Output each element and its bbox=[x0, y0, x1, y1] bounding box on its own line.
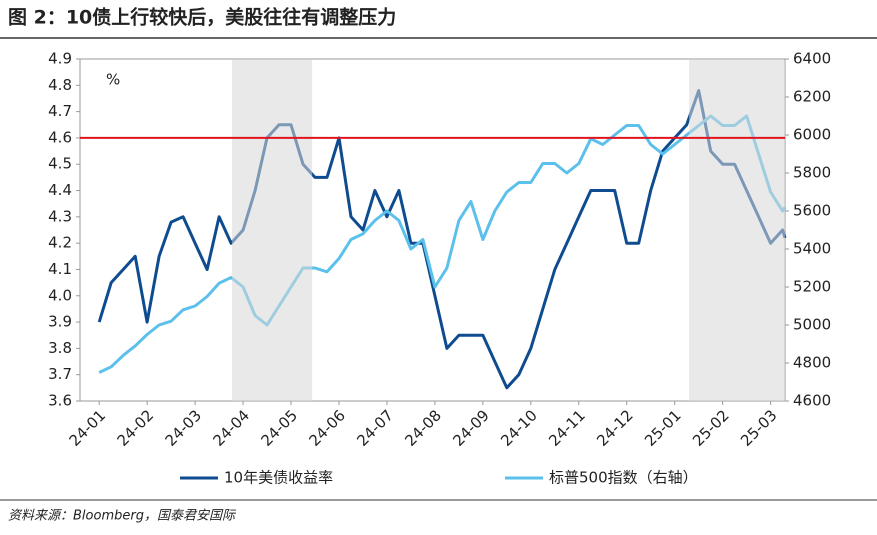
plot-frame bbox=[79, 58, 786, 402]
y2-tick-label: 5800 bbox=[793, 164, 831, 182]
y2-tick-label: 5200 bbox=[793, 278, 831, 296]
y2-tick-label: 5000 bbox=[793, 316, 831, 334]
x-tick-label: 24-07 bbox=[353, 406, 397, 450]
shaded-period bbox=[232, 60, 313, 401]
x-tick-label: 24-06 bbox=[305, 406, 349, 450]
chart-title: 图 2：10债上行较快后，美股往往有调整压力 bbox=[8, 6, 396, 29]
y2-tick-label: 5400 bbox=[793, 240, 831, 258]
x-tick-label: 24-01 bbox=[66, 406, 110, 450]
y-tick-label: 4.1 bbox=[48, 260, 72, 278]
y2-tick-label: 4600 bbox=[793, 392, 831, 410]
y2-tick-label: 6000 bbox=[793, 126, 831, 144]
x-tick-label: 24-08 bbox=[401, 406, 445, 450]
y2-tick-label: 5600 bbox=[793, 202, 831, 220]
x-tick-label: 24-09 bbox=[449, 406, 493, 450]
y-tick-label: 3.6 bbox=[48, 392, 72, 410]
x-tick-label: 24-11 bbox=[545, 406, 589, 450]
y2-tick-label: 6200 bbox=[793, 88, 831, 106]
y-tick-label: 3.7 bbox=[48, 365, 72, 383]
x-tick-label: 24-04 bbox=[210, 406, 254, 450]
legend-label: 10年美债收益率 bbox=[224, 469, 333, 487]
y-tick-label: 4.0 bbox=[48, 286, 72, 304]
x-tick-label: 24-12 bbox=[593, 406, 637, 450]
y-tick-label: 4.3 bbox=[48, 207, 72, 225]
y2-tick-label: 6400 bbox=[793, 50, 831, 68]
x-tick-label: 24-10 bbox=[497, 406, 541, 450]
x-tick-label: 25-01 bbox=[641, 406, 685, 450]
source: 资料来源：Bloomberg，国泰君安国际 bbox=[8, 509, 237, 524]
x-tick-label: 25-02 bbox=[689, 406, 733, 450]
y-unit: % bbox=[106, 71, 120, 89]
y-tick-label: 3.8 bbox=[48, 339, 72, 357]
x-tick-label: 24-02 bbox=[114, 406, 158, 450]
y2-tick-label: 4800 bbox=[793, 354, 831, 372]
series-line bbox=[98, 114, 787, 374]
series-line bbox=[97, 89, 787, 390]
y-tick-label: 4.6 bbox=[48, 128, 72, 146]
y-tick-label: 4.7 bbox=[48, 102, 72, 120]
y-tick-label: 4.5 bbox=[48, 155, 72, 173]
x-tick-label: 24-05 bbox=[257, 406, 301, 450]
y-tick-label: 4.8 bbox=[48, 76, 72, 94]
x-tick-label: 25-03 bbox=[737, 406, 781, 450]
x-tick-label: 24-03 bbox=[162, 406, 206, 450]
legend-label: 标普500指数（右轴） bbox=[549, 469, 698, 487]
y-tick-label: 4.9 bbox=[48, 50, 72, 68]
y-tick-label: 3.9 bbox=[48, 313, 72, 331]
shaded-period bbox=[689, 60, 785, 401]
y-tick-label: 4.2 bbox=[48, 234, 72, 252]
y-tick-label: 4.4 bbox=[48, 181, 72, 199]
